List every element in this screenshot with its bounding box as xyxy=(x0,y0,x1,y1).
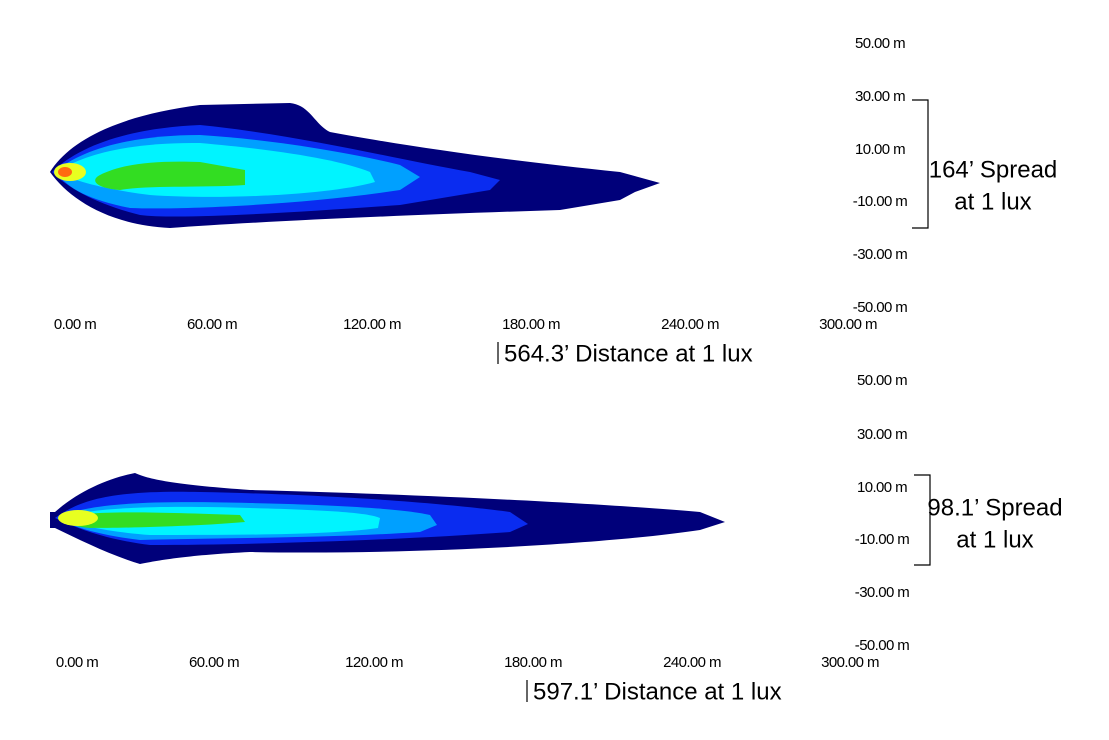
distance-label: 564.3’ Distance at 1 lux xyxy=(504,340,753,367)
distance-label: 597.1’ Distance at 1 lux xyxy=(533,678,782,705)
spread-bracket xyxy=(912,99,929,229)
y-axis-label: 30.00 m xyxy=(857,426,907,443)
x-axis-label: 240.00 m xyxy=(661,316,719,333)
y-axis-label: -30.00 m xyxy=(853,246,907,263)
spread-bracket xyxy=(914,474,931,566)
spread-label: 164’ Spread xyxy=(929,156,1058,183)
y-axis-label: -10.00 m xyxy=(853,193,907,210)
beam-pattern-2 xyxy=(50,473,725,564)
y-axis-label: 10.00 m xyxy=(857,479,907,496)
beam-pattern-1 xyxy=(50,103,660,228)
y-axis-label: 10.00 m xyxy=(855,141,905,158)
y-axis-label: -10.00 m xyxy=(855,531,909,548)
x-axis-label: 0.00 m xyxy=(54,316,96,333)
x-axis-label: 180.00 m xyxy=(502,316,560,333)
y-axis-label: 50.00 m xyxy=(855,35,905,52)
y-axis-label: -30.00 m xyxy=(855,584,909,601)
x-axis-label: 60.00 m xyxy=(187,316,237,333)
x-axis-label: 300.00 m xyxy=(819,316,877,333)
y-axis-label: 30.00 m xyxy=(855,88,905,105)
x-axis-label: 60.00 m xyxy=(189,654,239,671)
spread-label: at 1 lux xyxy=(956,526,1033,553)
x-axis-label: 120.00 m xyxy=(345,654,403,671)
y-axis-label: -50.00 m xyxy=(853,299,907,316)
spread-label: 98.1’ Spread xyxy=(927,494,1062,521)
x-axis-label: 180.00 m xyxy=(504,654,562,671)
x-axis-label: 300.00 m xyxy=(821,654,879,671)
spread-label: at 1 lux xyxy=(954,188,1031,215)
y-axis-label: 50.00 m xyxy=(857,372,907,389)
x-axis-label: 240.00 m xyxy=(663,654,721,671)
x-axis-label: 0.00 m xyxy=(56,654,98,671)
y-axis-label: -50.00 m xyxy=(855,637,909,654)
x-axis-label: 120.00 m xyxy=(343,316,401,333)
